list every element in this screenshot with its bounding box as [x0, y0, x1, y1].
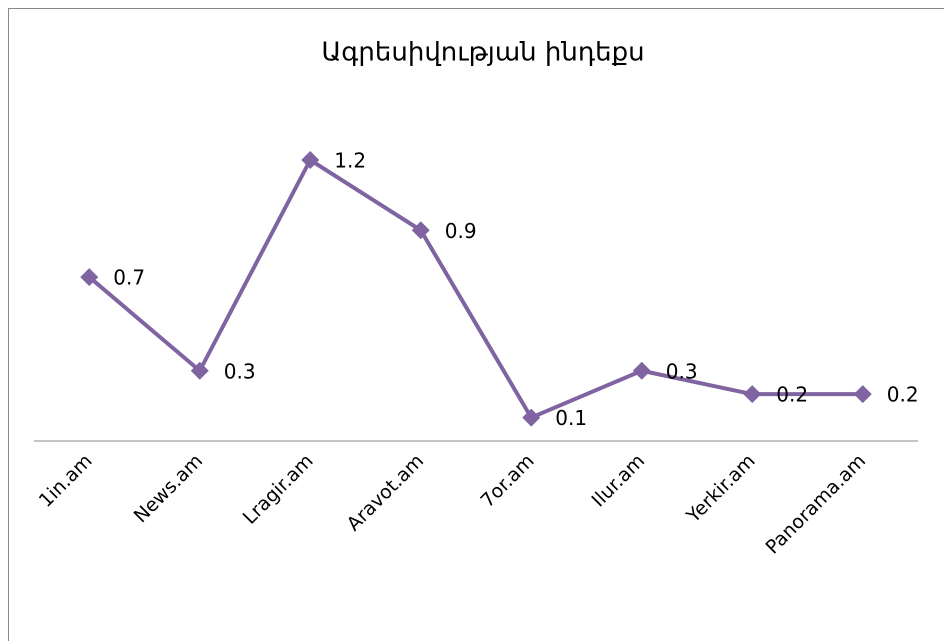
data-label: 0.3 [666, 359, 698, 383]
x-tick-label: Ilur.am [588, 450, 650, 512]
data-point [80, 268, 99, 287]
data-point [743, 385, 762, 404]
x-tick-label: Panorama.am [761, 450, 870, 559]
data-label: 0.1 [555, 406, 587, 430]
data-point [301, 151, 320, 169]
chart-title: Ագրեսիվության ինդեքս [321, 38, 644, 68]
chart-frame [8, 8, 944, 641]
x-tick-label: News.am [130, 450, 207, 527]
data-point [190, 361, 209, 380]
data-label: 0.3 [224, 359, 256, 383]
data-label: 0.9 [445, 219, 477, 243]
data-point [522, 408, 541, 427]
data-point [853, 385, 872, 404]
data-point [411, 221, 430, 240]
data-label: 0.2 [887, 383, 919, 407]
data-label: 0.2 [776, 383, 808, 407]
data-label: 0.7 [113, 266, 145, 290]
series-line [87, 158, 863, 420]
x-tick-label: 7or.am [476, 450, 538, 512]
x-tick-label: Lragir.am [239, 450, 318, 529]
x-tick-label: Aravot.am [343, 450, 429, 536]
data-label: 1.2 [334, 149, 366, 173]
x-tick-label: Yerkir.am [682, 450, 760, 528]
data-point [632, 361, 651, 380]
x-tick-label: 1in.am [35, 450, 97, 512]
